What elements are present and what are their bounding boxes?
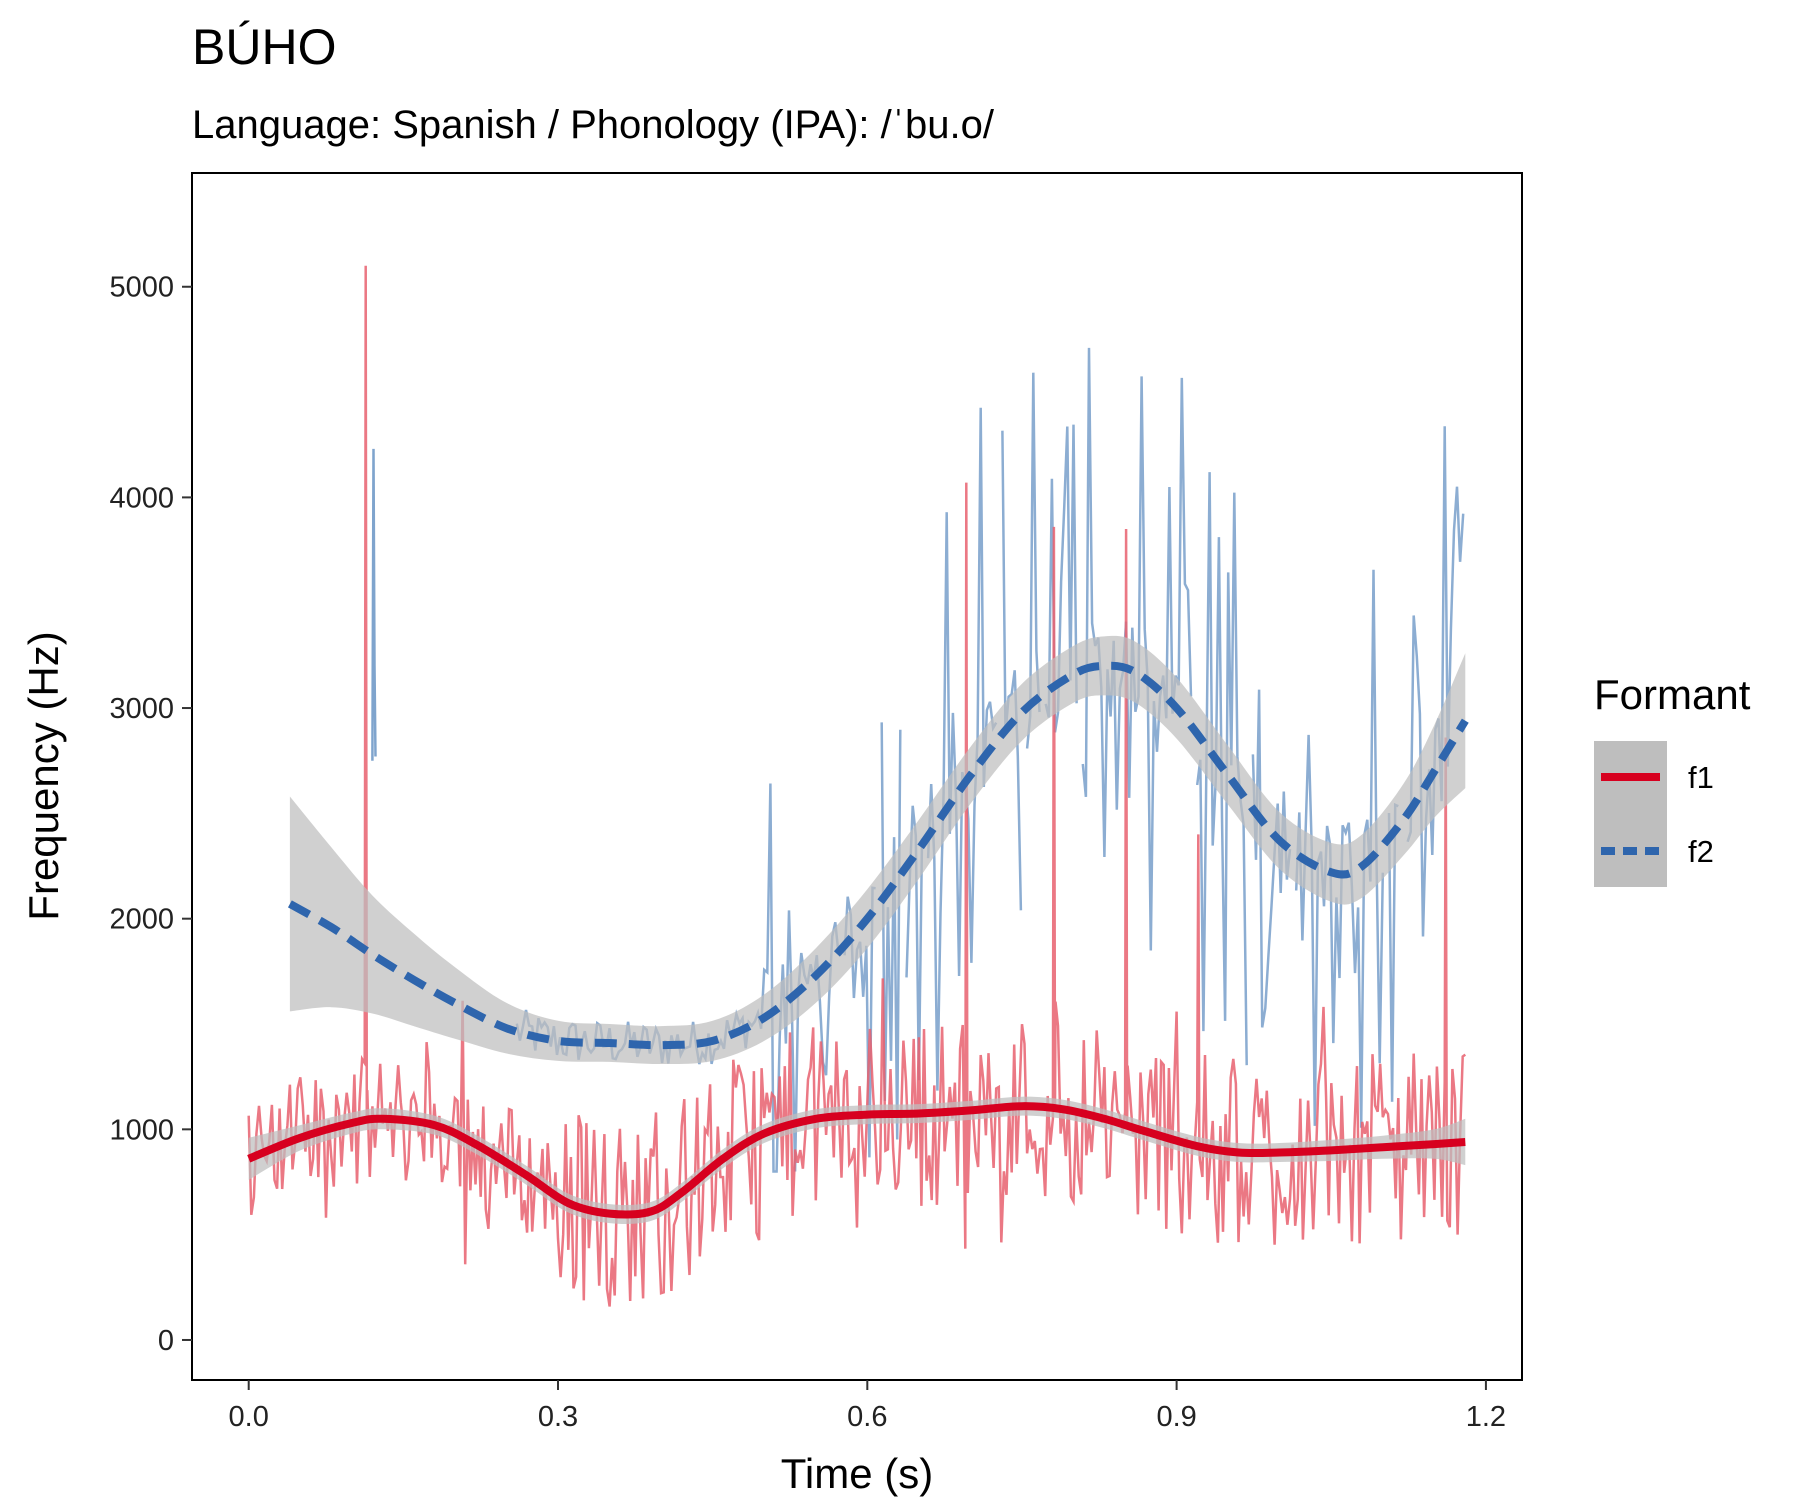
- legend-label-f1: f1: [1688, 760, 1714, 795]
- f2-confidence-ribbon: [289, 635, 1466, 1065]
- f2-raw-spike: [371, 448, 377, 761]
- f2-smooth-line: [287, 661, 1469, 1050]
- y-tick-label: 1000: [109, 1114, 174, 1146]
- y-tick-label: 0: [158, 1325, 174, 1357]
- legend-label-f2: f2: [1688, 834, 1714, 869]
- chart-subtitle: Language: Spanish / Phonology (IPA): /ˈb…: [192, 103, 995, 147]
- y-tick-label: 2000: [109, 904, 174, 936]
- x-tick-label: 0.0: [229, 1401, 269, 1433]
- x-axis-title: Time (s): [781, 1450, 933, 1497]
- y-tick-label: 4000: [109, 482, 174, 514]
- y-axis-title: Frequency (Hz): [20, 631, 67, 920]
- x-tick-label: 0.3: [538, 1401, 578, 1433]
- f1-smooth-line: [247, 1102, 1466, 1219]
- y-tick-label: 5000: [109, 272, 174, 304]
- legend-title: Formant: [1594, 671, 1751, 718]
- smooth-lines: [247, 661, 1469, 1219]
- x-tick-label: 0.9: [1156, 1401, 1196, 1433]
- legend: Formant f1 f2: [1594, 671, 1751, 887]
- plot-panel-border: [191, 172, 1523, 1381]
- x-tick-label: 1.2: [1466, 1401, 1506, 1433]
- y-axis: 0 1000 2000 3000 4000 5000: [109, 272, 192, 1357]
- x-axis: 0.0 0.3 0.6 0.9 1.2: [229, 1380, 1506, 1433]
- x-tick-label: 0.6: [847, 1401, 887, 1433]
- y-tick-label: 3000: [109, 693, 174, 725]
- chart-title: BÚHO: [192, 19, 336, 75]
